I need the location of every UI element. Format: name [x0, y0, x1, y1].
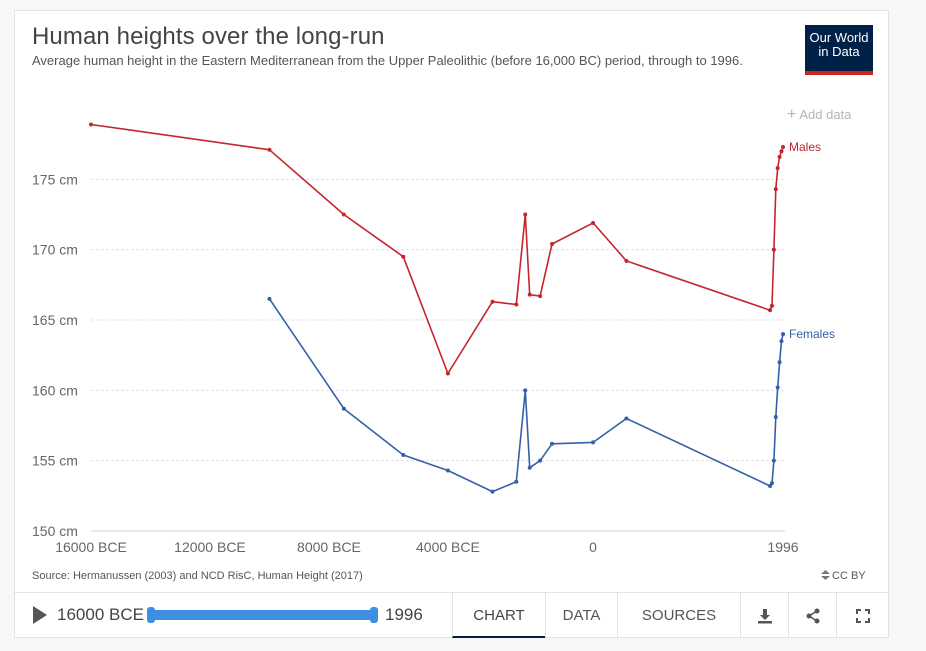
data-point-females [445, 468, 450, 473]
data-point-females [624, 416, 629, 421]
tab-sources[interactable]: SOURCES [617, 593, 740, 638]
x-tick-label: 16000 BCE [55, 539, 127, 555]
data-point-females [550, 441, 555, 446]
share-icon [806, 608, 819, 623]
data-point-females [768, 483, 773, 488]
plus-icon: + [787, 106, 797, 123]
data-point-females [591, 440, 596, 445]
sort-icon [821, 570, 830, 580]
data-point-females [781, 332, 785, 337]
source-note[interactable]: Source: Hermanussen (2003) and NCD RisC,… [32, 570, 363, 582]
data-point-females [267, 296, 272, 301]
timeline-range-track[interactable] [149, 610, 375, 620]
logo-line-1: Our World [809, 30, 869, 45]
data-point-females [523, 388, 528, 393]
x-tick-label: 12000 BCE [174, 539, 246, 555]
timeline-end-handle[interactable] [370, 607, 378, 623]
owid-logo[interactable]: Our World in Data [805, 25, 873, 75]
data-point-females [777, 360, 782, 365]
data-point-males [624, 258, 629, 263]
data-point-males [267, 147, 272, 152]
y-tick-label: 150 cm [32, 523, 78, 539]
x-tick-label: 8000 BCE [297, 539, 361, 555]
y-tick-label: 155 cm [32, 453, 78, 469]
footer-controls: 16000 BCE 1996 CHART DATA SOURCES [15, 592, 888, 638]
data-point-males [775, 166, 780, 171]
data-point-males [341, 212, 346, 217]
data-point-females [773, 415, 778, 420]
chart-subtitle: Average human height in the Eastern Medi… [32, 53, 743, 68]
data-point-females [401, 453, 406, 458]
x-tick-label: 4000 BCE [416, 539, 480, 555]
chart-card: Human heights over the long-run Average … [14, 10, 889, 638]
data-point-males [514, 302, 519, 307]
license-link[interactable]: CC BY [821, 570, 866, 582]
data-point-females [771, 458, 776, 463]
data-point-males [769, 303, 774, 308]
data-point-females [769, 481, 774, 486]
data-point-females [779, 339, 784, 344]
add-data-label: Add data [799, 107, 852, 122]
series-label-males: Males [789, 140, 821, 154]
play-icon[interactable] [33, 606, 47, 624]
tab-data[interactable]: DATA [545, 593, 617, 638]
data-point-males [527, 292, 532, 297]
data-point-males [779, 149, 784, 154]
data-point-males [777, 154, 782, 159]
x-tick-label: 1996 [767, 539, 798, 555]
data-point-males [591, 220, 596, 225]
timeline-end-label: 1996 [385, 605, 423, 624]
data-point-males [550, 242, 555, 247]
series-label-females: Females [789, 327, 835, 341]
data-point-males [445, 371, 450, 376]
data-point-males [401, 254, 406, 259]
download-button[interactable] [740, 593, 788, 638]
y-tick-label: 160 cm [32, 382, 78, 398]
data-point-females [527, 465, 532, 470]
data-point-males [523, 212, 528, 217]
download-icon [757, 608, 772, 623]
data-point-males [768, 308, 773, 313]
data-point-males [781, 144, 785, 149]
timeline-start-handle[interactable] [147, 607, 155, 623]
data-point-males [490, 299, 495, 304]
data-point-females [775, 385, 780, 390]
x-tick-label: 0 [589, 539, 597, 555]
timeline-start-label: 16000 BCE [57, 605, 144, 624]
data-point-males [773, 187, 778, 192]
logo-line-2: in Data [818, 44, 860, 59]
tab-chart[interactable]: CHART [452, 593, 545, 638]
data-point-females [538, 458, 543, 463]
data-point-males [771, 247, 776, 252]
data-point-females [490, 489, 495, 494]
data-point-males [89, 122, 93, 127]
share-button[interactable] [788, 593, 836, 638]
fullscreen-icon [855, 608, 870, 623]
chart-title: Human heights over the long-run [32, 23, 385, 50]
line-chart: 150 cm 155 cm 160 cm 165 cm 170 cm 175 cm 1600… [32, 122, 835, 555]
y-tick-label: 165 cm [32, 312, 78, 328]
add-data-button[interactable]: + Add data [787, 106, 851, 124]
fullscreen-button[interactable] [836, 593, 888, 638]
series-line-females [268, 298, 784, 493]
data-point-females [341, 406, 346, 411]
data-point-females [514, 479, 519, 484]
license-label: CC BY [832, 570, 866, 582]
y-tick-label: 170 cm [32, 242, 78, 258]
series-line-males [90, 123, 784, 375]
y-tick-label: 175 cm [32, 171, 78, 187]
data-point-males [538, 294, 543, 299]
